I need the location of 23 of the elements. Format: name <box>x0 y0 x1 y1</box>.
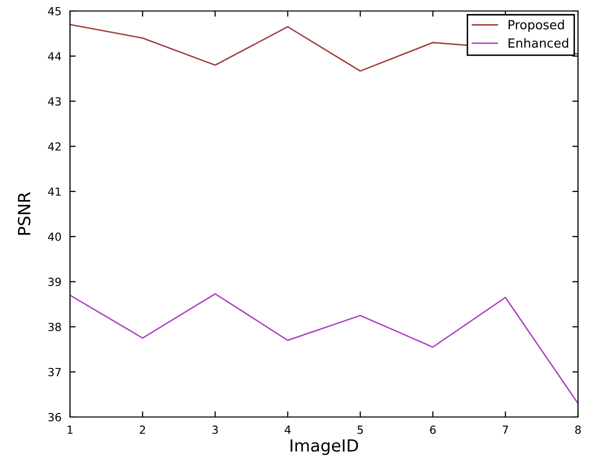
x-tick-label: 1 <box>68 426 73 434</box>
x-tick-label: 4 <box>284 426 291 434</box>
y-tick-label: 43 <box>48 97 61 106</box>
y-tick-label: 41 <box>48 188 61 196</box>
y-tick-label: 44 <box>48 52 62 60</box>
x-tick-label: 3 <box>212 426 218 434</box>
y-tick-label: 42 <box>48 142 61 151</box>
x-tick-label: 2 <box>140 426 145 434</box>
y-tick-label: 37 <box>48 368 61 376</box>
y-tick-label: 38 <box>48 322 61 332</box>
x-tick-label: 6 <box>430 426 436 434</box>
x-axis-title: ImageID <box>290 439 358 455</box>
x-tick-label: 8 <box>575 426 581 434</box>
y-axis-title: PSNR <box>18 192 30 235</box>
y-tick-label: 45 <box>48 7 61 16</box>
legend-label: Enhanced <box>508 38 568 48</box>
line-series <box>70 293 578 404</box>
y-tick-label: 39 <box>48 278 61 286</box>
x-tick-label: 5 <box>358 426 363 434</box>
y-tick-label: 40 <box>48 232 61 241</box>
y-tick-label: 36 <box>48 412 61 422</box>
x-tick-label: 7 <box>502 426 508 434</box>
legend-label: Proposed <box>508 20 564 32</box>
